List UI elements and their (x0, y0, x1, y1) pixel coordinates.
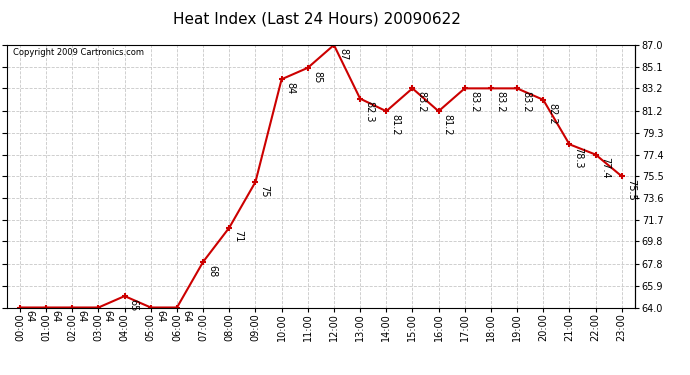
Text: 64: 64 (103, 310, 112, 322)
Text: 85: 85 (312, 70, 322, 83)
Text: 82.2: 82.2 (547, 102, 558, 124)
Text: 75: 75 (259, 185, 270, 197)
Text: 83.2: 83.2 (469, 91, 479, 112)
Text: 83.2: 83.2 (417, 91, 426, 112)
Text: 83.2: 83.2 (521, 91, 531, 112)
Text: 84: 84 (286, 82, 296, 94)
Text: 64: 64 (77, 310, 86, 322)
Text: Copyright 2009 Cartronics.com: Copyright 2009 Cartronics.com (13, 48, 144, 57)
Text: 64: 64 (24, 310, 34, 322)
Text: Heat Index (Last 24 Hours) 20090622: Heat Index (Last 24 Hours) 20090622 (173, 11, 462, 26)
Text: 77.4: 77.4 (600, 158, 610, 179)
Text: 68: 68 (207, 265, 217, 277)
Text: 71: 71 (233, 230, 244, 243)
Text: 81.2: 81.2 (443, 114, 453, 135)
Text: 87: 87 (338, 48, 348, 60)
Text: 64: 64 (181, 310, 191, 322)
Text: 65: 65 (129, 299, 139, 311)
Text: 82.3: 82.3 (364, 101, 374, 123)
Text: 75.5: 75.5 (626, 179, 636, 201)
Text: 64: 64 (155, 310, 165, 322)
Text: 81.2: 81.2 (391, 114, 400, 135)
Text: 78.3: 78.3 (573, 147, 584, 169)
Text: 83.2: 83.2 (495, 91, 505, 112)
Text: 64: 64 (50, 310, 60, 322)
